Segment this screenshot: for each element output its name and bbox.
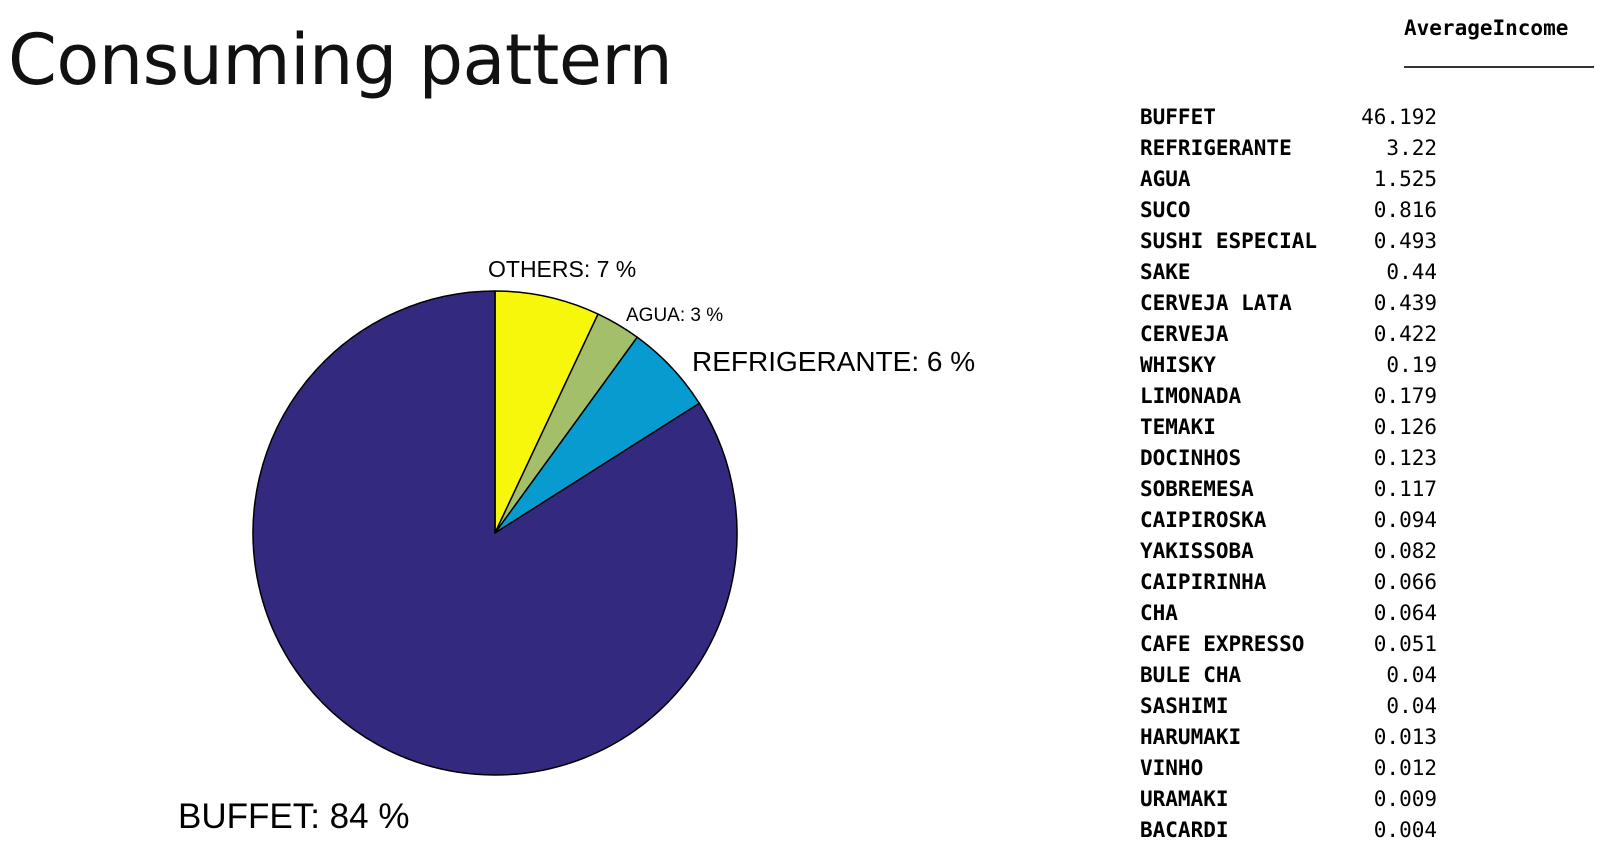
row-value: 0.012 — [1373, 756, 1437, 780]
row-name: CAIPIROSKA — [1140, 508, 1267, 532]
table-row: DOCINHOS 0.123 — [1140, 446, 1600, 477]
row-name: SUCO — [1140, 198, 1191, 222]
table-row: TEMAKI 0.126 — [1140, 415, 1600, 446]
row-name: SUSHI ESPECIAL — [1140, 229, 1318, 253]
table-row: BACARDI 0.004 — [1140, 818, 1600, 849]
row-value: 0.816 — [1373, 198, 1437, 222]
row-name: BULE CHA — [1140, 663, 1242, 687]
row-name: YAKISSOBA — [1140, 539, 1254, 563]
row-value: 0.19 — [1386, 353, 1437, 377]
pie-label-refrigerante: REFRIGERANTE: 6 % — [692, 346, 975, 377]
row-value: 1.525 — [1373, 167, 1437, 191]
row-value: 0.04 — [1386, 663, 1437, 687]
table-row: REFRIGERANTE 3.22 — [1140, 136, 1600, 167]
pie-label-others: OTHERS: 7 % — [488, 256, 636, 282]
row-value: 0.064 — [1373, 601, 1437, 625]
row-value: 46.192 — [1361, 105, 1437, 129]
table-body: BUFFET 46.192 REFRIGERANTE 3.22 AGUA 1.525 SUC… — [1140, 105, 1600, 849]
row-name: SOBREMESA — [1140, 477, 1254, 501]
table-row: WHISKY 0.19 — [1140, 353, 1600, 384]
row-name: WHISKY — [1140, 353, 1216, 377]
row-name: REFRIGERANTE — [1140, 136, 1292, 160]
row-name: TEMAKI — [1140, 415, 1216, 439]
table-row: AGUA 1.525 — [1140, 167, 1600, 198]
column-header-average-income: AverageIncome — [1404, 16, 1569, 40]
row-value: 0.013 — [1373, 725, 1437, 749]
table-row: HARUMAKI 0.013 — [1140, 725, 1600, 756]
row-value: 0.117 — [1373, 477, 1437, 501]
pie-slice-buffet — [252, 290, 738, 776]
row-value: 0.009 — [1373, 787, 1437, 811]
row-value: 0.094 — [1373, 508, 1437, 532]
row-value: 0.44 — [1386, 260, 1437, 284]
table-row: CAFE EXPRESSO 0.051 — [1140, 632, 1600, 663]
row-name: URAMAKI — [1140, 787, 1229, 811]
row-value: 0.493 — [1373, 229, 1437, 253]
row-name: LIMONADA — [1140, 384, 1242, 408]
table-row: SASHIMI 0.04 — [1140, 694, 1600, 725]
row-name: SAKE — [1140, 260, 1191, 284]
row-value: 0.04 — [1386, 694, 1437, 718]
row-value: 0.422 — [1373, 322, 1437, 346]
row-value: 0.179 — [1373, 384, 1437, 408]
row-value: 3.22 — [1386, 136, 1437, 160]
row-value: 0.123 — [1373, 446, 1437, 470]
row-name: BACARDI — [1140, 818, 1229, 842]
slide-title: Consuming pattern — [8, 19, 673, 101]
header-underline — [1404, 66, 1594, 68]
table-row: SOBREMESA 0.117 — [1140, 477, 1600, 508]
row-name: CERVEJA — [1140, 322, 1229, 346]
table-row: URAMAKI 0.009 — [1140, 787, 1600, 818]
average-income-table: AverageIncome BUFFET 46.192 REFRIGERANTE 3.… — [1140, 0, 1600, 868]
pie-label-buffet: BUFFET: 84 % — [178, 797, 409, 836]
table-row: YAKISSOBA 0.082 — [1140, 539, 1600, 570]
row-value: 0.004 — [1373, 818, 1437, 842]
table-row: CHA 0.064 — [1140, 601, 1600, 632]
table-row: BUFFET 46.192 — [1140, 105, 1600, 136]
row-value: 0.082 — [1373, 539, 1437, 563]
table-row: SAKE 0.44 — [1140, 260, 1600, 291]
table-row: SUSHI ESPECIAL 0.493 — [1140, 229, 1600, 260]
row-value: 0.051 — [1373, 632, 1437, 656]
row-name: CHA — [1140, 601, 1178, 625]
table-row: CERVEJA 0.422 — [1140, 322, 1600, 353]
pie-label-agua: AGUA: 3 % — [626, 305, 723, 326]
table-row: BULE CHA 0.04 — [1140, 663, 1600, 694]
pie-slice-others — [494, 290, 599, 534]
row-value: 0.066 — [1373, 570, 1437, 594]
table-row: CAIPIRINHA 0.066 — [1140, 570, 1600, 601]
table-row: VINHO 0.012 — [1140, 756, 1600, 787]
row-name: DOCINHOS — [1140, 446, 1242, 470]
table-row: LIMONADA 0.179 — [1140, 384, 1600, 415]
row-name: CAFE EXPRESSO — [1140, 632, 1305, 656]
row-name: CAIPIRINHA — [1140, 570, 1267, 594]
table-row: CAIPIROSKA 0.094 — [1140, 508, 1600, 539]
row-name: BUFFET — [1140, 105, 1216, 129]
row-name: SASHIMI — [1140, 694, 1229, 718]
row-name: AGUA — [1140, 167, 1191, 191]
table-row: SUCO 0.816 — [1140, 198, 1600, 229]
row-name: CERVEJA LATA — [1140, 291, 1292, 315]
row-value: 0.439 — [1373, 291, 1437, 315]
row-name: VINHO — [1140, 756, 1204, 780]
pie-chart: BUFFET: 84 % REFRIGERANTE: 6 % AGUA: 3 % OT… — [178, 256, 975, 836]
table-row: CERVEJA LATA 0.439 — [1140, 291, 1600, 322]
row-value: 0.126 — [1373, 415, 1437, 439]
row-name: HARUMAKI — [1140, 725, 1242, 749]
